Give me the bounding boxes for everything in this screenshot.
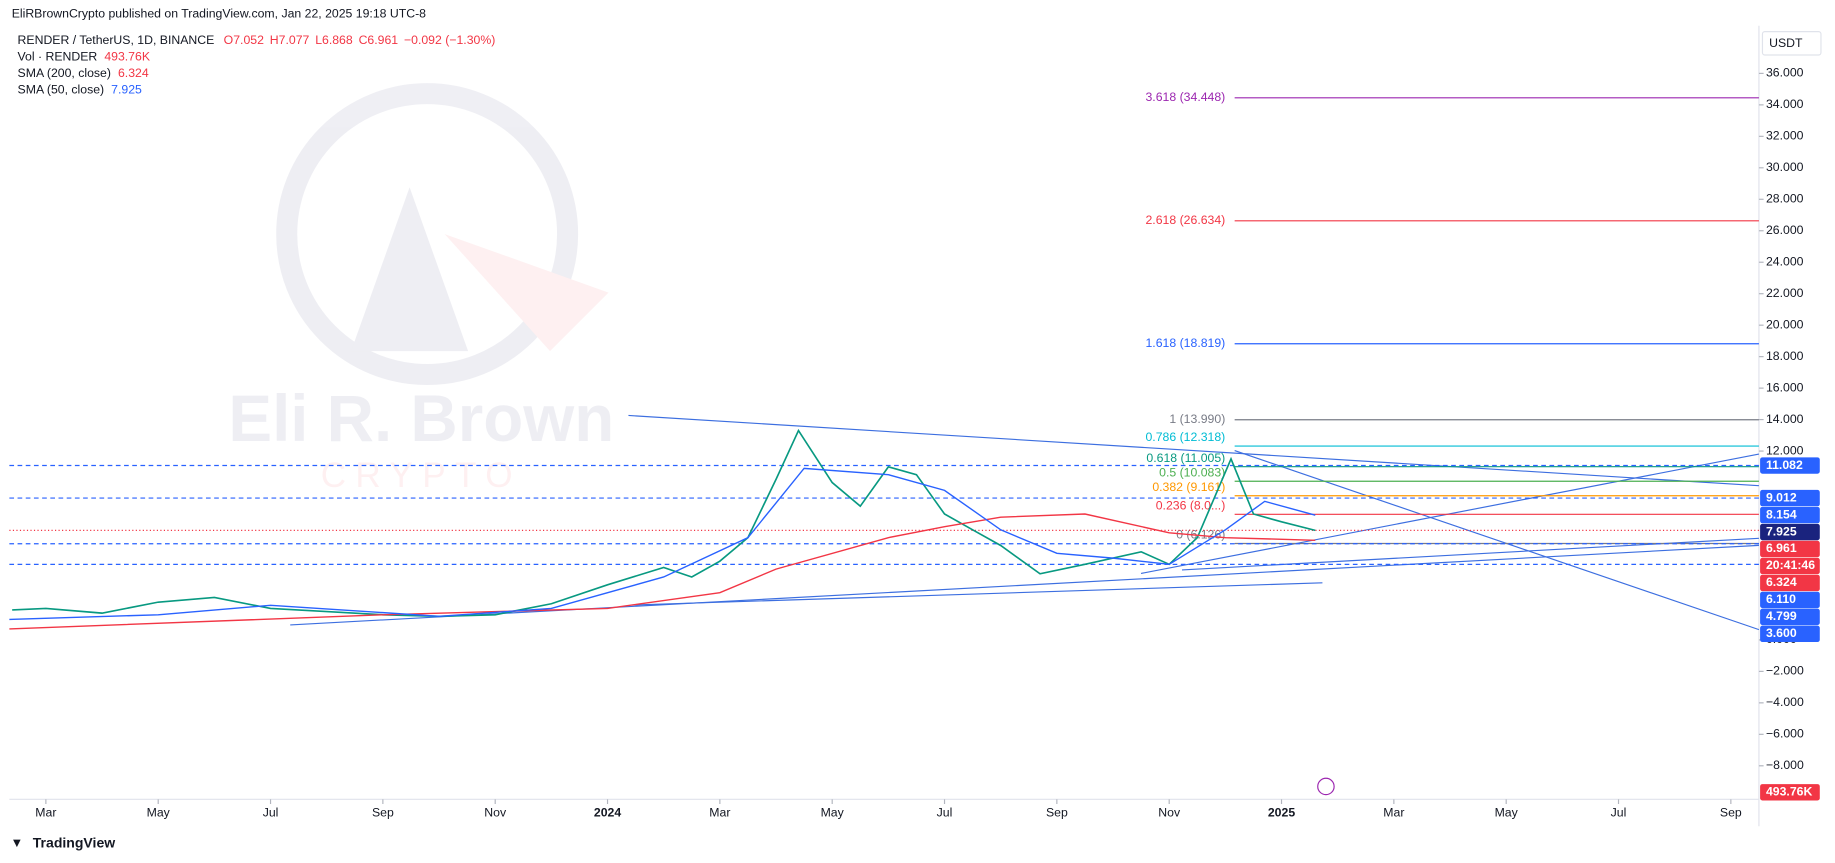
y-tick-label: 34.000 — [1766, 97, 1804, 111]
price-badge — [1760, 625, 1820, 643]
ohlc-label: C6.961 — [359, 33, 399, 47]
x-tick-label: Mar — [35, 806, 56, 820]
legend-volume: Vol · RENDER — [18, 50, 98, 64]
ohlc-label: L6.868 — [315, 33, 353, 47]
publisher: EliRBrownCrypto published on TradingView… — [12, 6, 426, 20]
x-tick-label: Mar — [709, 806, 730, 820]
y-tick-label: 20.000 — [1766, 317, 1804, 331]
price-badge — [1760, 457, 1820, 474]
x-tick-label: Sep — [1720, 806, 1742, 820]
ohlc-label: O7.052 — [224, 33, 264, 47]
y-tick-label: −6.000 — [1766, 727, 1804, 741]
price-badge — [1760, 591, 1820, 609]
ohlc-label: −0.092 (−1.30%) — [404, 33, 495, 47]
trendline — [628, 414, 1759, 487]
y-tick-label: 12.000 — [1766, 443, 1804, 457]
y-tick-label: 22.000 — [1766, 286, 1804, 300]
trendlines — [290, 414, 1760, 631]
price-badge-label: 7.925 — [1766, 524, 1797, 538]
watermark-ring — [276, 83, 579, 386]
x-tick-label: Jul — [937, 806, 953, 820]
fib-label: 0.5 (10.083) — [1159, 465, 1225, 479]
footer-mark: ▼ — [11, 835, 24, 850]
x-tick-label: Nov — [484, 806, 507, 820]
fib-label: 0.382 (9.161) — [1152, 480, 1225, 494]
x-tick-label: May — [1495, 806, 1519, 820]
price-badge — [1760, 523, 1820, 541]
price-badge — [1760, 489, 1820, 507]
x-tick-label: May — [147, 806, 171, 820]
x-tick-label: Jul — [263, 806, 279, 820]
watermark-title: Eli R. Brown — [228, 382, 614, 455]
alert-icon[interactable] — [1317, 777, 1335, 796]
fib-label: 0.786 (12.318) — [1145, 430, 1225, 444]
price-badge — [1760, 574, 1820, 592]
footer-logo: TradingView — [33, 834, 115, 850]
price-badge — [1760, 557, 1820, 575]
trendline — [290, 544, 1759, 626]
watermark: Eli R. Brown CRYPTO — [228, 83, 614, 495]
y-tick-label: 24.000 — [1766, 254, 1804, 268]
legend-name: SMA (200, close) — [18, 66, 111, 80]
x-tick-label: Sep — [1046, 806, 1068, 820]
x-tick-label: May — [821, 806, 845, 820]
price-badge-label: 6.110 — [1766, 592, 1796, 606]
y-tick-label: 32.000 — [1766, 129, 1804, 143]
y-tick-label: 36.000 — [1766, 66, 1804, 80]
watermark-arrow-down — [444, 234, 609, 352]
trendline — [631, 582, 1323, 606]
currency-box[interactable] — [1761, 31, 1822, 56]
series-line — [9, 467, 1316, 621]
y-tick-label: 28.000 — [1766, 192, 1804, 206]
y-tick-label: −2.000 — [1766, 664, 1804, 678]
price-badge — [1760, 608, 1820, 626]
series-line — [9, 513, 1316, 630]
trendline — [1234, 450, 1760, 631]
price-badge-label: 9.012 — [1766, 490, 1797, 504]
price-badge — [1760, 540, 1820, 558]
y-tick-label: 30.000 — [1766, 160, 1804, 174]
x-tick-label: Sep — [372, 806, 394, 820]
ohlc-label: H7.077 — [270, 33, 310, 47]
x-tick-label: Mar — [1383, 806, 1404, 820]
price-badge-label: 8.154 — [1766, 507, 1797, 521]
y-tick-label: 14.000 — [1766, 412, 1804, 426]
fib-label: 3.618 (34.448) — [1145, 90, 1225, 104]
price-badge-label: 11.082 — [1766, 458, 1803, 472]
x-tick-label: 2024 — [594, 806, 621, 820]
price-badge-label: 3.600 — [1766, 626, 1797, 640]
y-tick-label: −4.000 — [1766, 695, 1804, 709]
y-tick-label: −8.000 — [1766, 758, 1804, 772]
currency[interactable]: USDT — [1769, 36, 1803, 50]
price-badge — [1760, 506, 1820, 524]
x-tick-label: Jul — [1611, 806, 1627, 820]
legend-value: 7.925 — [111, 82, 142, 96]
price-badge-label: 6.324 — [1766, 575, 1797, 589]
legend-value: 6.324 — [118, 66, 149, 80]
price-badge-label: 4.799 — [1766, 609, 1797, 623]
fib-label: 0.618 (11.005) — [1146, 451, 1225, 465]
legend-symbol: RENDER / TetherUS, 1D, BINANCE — [18, 33, 215, 47]
price-badge-label: 20:41:46 — [1766, 558, 1815, 572]
y-tick-label: 18.000 — [1766, 349, 1804, 363]
fib-label: 1 (13.990) — [1169, 412, 1225, 426]
fib-label: 1.618 (18.819) — [1145, 336, 1225, 350]
price-badge-label: 6.961 — [1766, 541, 1797, 555]
volume-badge — [1760, 784, 1820, 801]
legend-volume-value: 493.76K — [104, 50, 151, 64]
y-tick-label: 16.000 — [1766, 380, 1804, 394]
volume-badge-label: 493.76K — [1766, 785, 1813, 799]
x-tick-label: Nov — [1158, 806, 1181, 820]
series-line — [12, 428, 1316, 618]
legend-name: SMA (50, close) — [18, 82, 105, 96]
x-tick-label: 2025 — [1268, 806, 1295, 820]
y-tick-label: 26.000 — [1766, 223, 1804, 237]
fib-label: 0.236 (8.0...) — [1156, 498, 1226, 512]
watermark-subtitle: CRYPTO — [321, 456, 522, 495]
fib-label: 2.618 (26.634) — [1145, 213, 1225, 227]
watermark-arrow — [351, 187, 469, 352]
